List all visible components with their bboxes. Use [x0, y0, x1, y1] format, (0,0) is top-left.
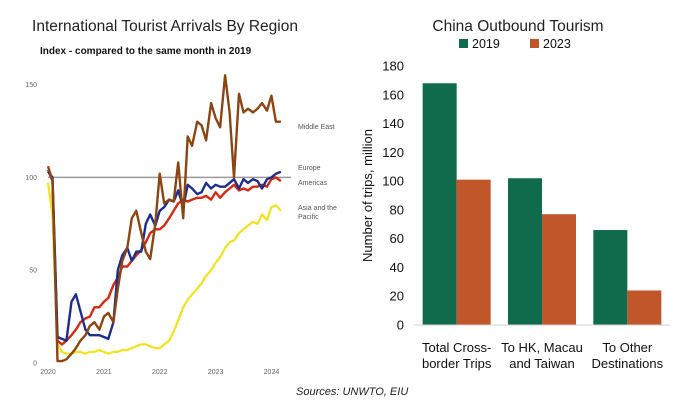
right-chart-title: China Outbound Tourism — [432, 18, 603, 35]
series-line-middle-east — [46, 74, 281, 363]
bar-2023-0 — [456, 179, 491, 325]
right-y-tick-label: 80 — [390, 202, 404, 217]
bar-2023-2 — [627, 290, 662, 325]
series-line-asia-pacific — [46, 182, 282, 355]
category-label: Destinations — [592, 356, 664, 371]
series-line-americas — [46, 169, 282, 346]
legend-swatch-2023 — [530, 39, 539, 48]
region-label-europe: Europe — [298, 165, 321, 172]
left-x-tick-label: 2021 — [96, 369, 112, 376]
region-label-americas: Americas — [298, 180, 328, 187]
left-x-tick-label: 2020 — [40, 369, 56, 376]
left-y-tick-label: 50 — [29, 268, 37, 275]
right-y-tick-label: 20 — [390, 289, 404, 304]
left-y-tick-label: 100 — [25, 175, 37, 182]
left-x-tick-label: 2022 — [152, 369, 168, 376]
left-y-tick-label: 0 — [33, 361, 37, 368]
region-label-asia-pacific: Pacific — [298, 214, 319, 221]
right-y-tick-label: 120 — [382, 145, 404, 160]
bar-2019-1 — [508, 178, 542, 325]
category-label: Total Cross- — [422, 340, 491, 355]
right-y-tick-label: 0 — [397, 318, 404, 333]
category-label: To HK, Macau — [501, 340, 583, 355]
bar-2023-1 — [542, 214, 576, 325]
left-line-chart: 0 50 100 150 2020 2021 2022 2023 2024 Middle East… — [25, 74, 337, 376]
left-x-tick-label: 2023 — [208, 369, 224, 376]
left-chart-title: International Tourist Arrivals By Region — [32, 18, 298, 35]
bar-2019-0 — [422, 83, 457, 326]
category-label: and Taiwan — [509, 356, 575, 371]
legend-label-2019: 2019 — [472, 37, 500, 51]
right-y-axis-label: Number of trips, million — [360, 129, 375, 262]
left-x-tick-label: 2024 — [264, 369, 280, 376]
category-label: To Other — [602, 340, 653, 355]
region-label-asia-pacific: Asia and the — [298, 205, 337, 212]
left-chart-subtitle: Index - compared to the same month in 20… — [40, 46, 252, 57]
region-label-middle-east: Middle East — [298, 124, 335, 131]
legend-swatch-2019 — [459, 39, 468, 48]
right-y-tick-label: 60 — [390, 231, 404, 246]
left-y-tick-label: 150 — [25, 82, 37, 89]
right-bar-chart: 2019 2023 0 20 40 60 80 100 120 140 160 180 Number o… — [360, 37, 670, 371]
legend-label-2023: 2023 — [543, 37, 571, 51]
right-y-tick-label: 100 — [382, 174, 404, 189]
category-label: border Trips — [422, 356, 492, 371]
right-y-tick-label: 180 — [382, 59, 404, 74]
right-y-tick-label: 40 — [390, 260, 404, 275]
right-y-tick-label: 160 — [382, 87, 404, 102]
source-note: Sources: UNWTO, EIU — [296, 386, 408, 398]
bar-2019-2 — [593, 230, 628, 325]
right-y-tick-label: 140 — [382, 116, 404, 131]
